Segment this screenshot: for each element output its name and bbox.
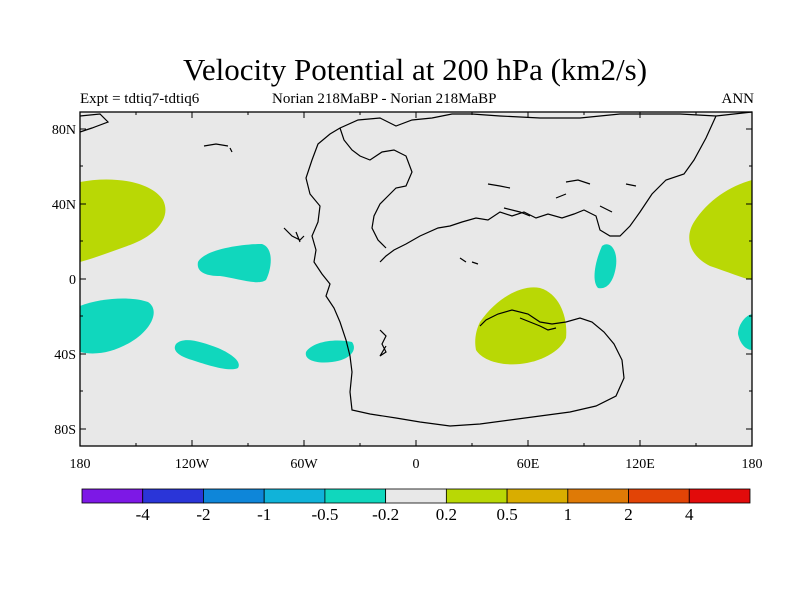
lon-tick-label: 60E xyxy=(517,457,540,472)
lat-tick-label: 80S xyxy=(54,423,76,438)
lon-tick-label: 120E xyxy=(625,457,655,472)
lon-tick-label: 180 xyxy=(70,457,91,472)
colorbar-swatch xyxy=(385,488,447,504)
colorbar-label: -2 xyxy=(196,505,211,524)
colorbar-label: 1 xyxy=(563,505,573,524)
colorbar-label: 0.5 xyxy=(496,505,518,524)
colorbar xyxy=(81,488,751,504)
positive-anomaly-regions xyxy=(80,179,752,365)
season-label: ANN xyxy=(721,91,755,107)
positive-region-south-indian xyxy=(475,287,567,365)
colorbar-swatch xyxy=(203,488,265,504)
positive-region-north-pacific-east xyxy=(689,180,752,280)
colorbar-swatch xyxy=(688,488,751,504)
colorbar-swatch xyxy=(81,488,144,504)
colorbar-swatch xyxy=(445,488,508,504)
colorbar-swatch xyxy=(324,488,387,504)
axis-tick-labels: 80N 40N 0 40S 80S 180 120W 60W 0 60E 120E 180 xyxy=(52,123,763,472)
colorbar-swatch xyxy=(263,488,326,504)
colorbar-label: -0.5 xyxy=(311,505,339,524)
colorbar-label: -1 xyxy=(257,505,272,524)
lat-tick-label: 0 xyxy=(69,273,76,288)
colorbar-label: 0.2 xyxy=(435,505,457,524)
lat-tick-label: 80N xyxy=(52,123,76,138)
positive-region-north-pacific-west xyxy=(80,179,166,262)
negative-anomaly-regions xyxy=(80,244,752,370)
lat-tick-label: 40N xyxy=(52,198,76,213)
negative-region-east-pacific xyxy=(197,244,271,283)
negative-region-south-tethys xyxy=(305,340,354,363)
colorbar-label: -4 xyxy=(135,505,150,524)
negative-region-south-pacific xyxy=(174,340,239,370)
axis-ticks xyxy=(79,112,753,446)
lon-tick-label: 60W xyxy=(290,457,318,472)
colorbar-label: -0.2 xyxy=(372,505,400,524)
colorbar-swatch xyxy=(506,488,569,504)
negative-region-east-indian xyxy=(594,244,617,289)
lon-tick-label: 0 xyxy=(413,457,420,472)
lon-tick-label: 120W xyxy=(175,457,210,472)
negative-region-south-panthalassa-east xyxy=(738,314,752,350)
map-background xyxy=(80,112,752,446)
lon-tick-label: 180 xyxy=(742,457,763,472)
experiment-label: Expt = tdtiq7-tdtiq6 xyxy=(80,91,200,107)
plot-title: Velocity Potential at 200 hPa (km2/s) xyxy=(182,52,648,87)
case-label: Norian 218MaBP - Norian 218MaBP xyxy=(272,91,497,107)
colorbar-swatch xyxy=(142,488,204,504)
coastline-islands xyxy=(203,143,637,357)
continent-outlines xyxy=(79,111,753,427)
colorbar-swatch xyxy=(567,488,629,504)
negative-region-south-pacific-west xyxy=(80,298,154,354)
colorbar-label: 2 xyxy=(624,505,633,524)
colorbar-swatch xyxy=(628,488,690,504)
colorbar-label: 4 xyxy=(685,505,694,524)
lat-tick-label: 40S xyxy=(54,348,76,363)
